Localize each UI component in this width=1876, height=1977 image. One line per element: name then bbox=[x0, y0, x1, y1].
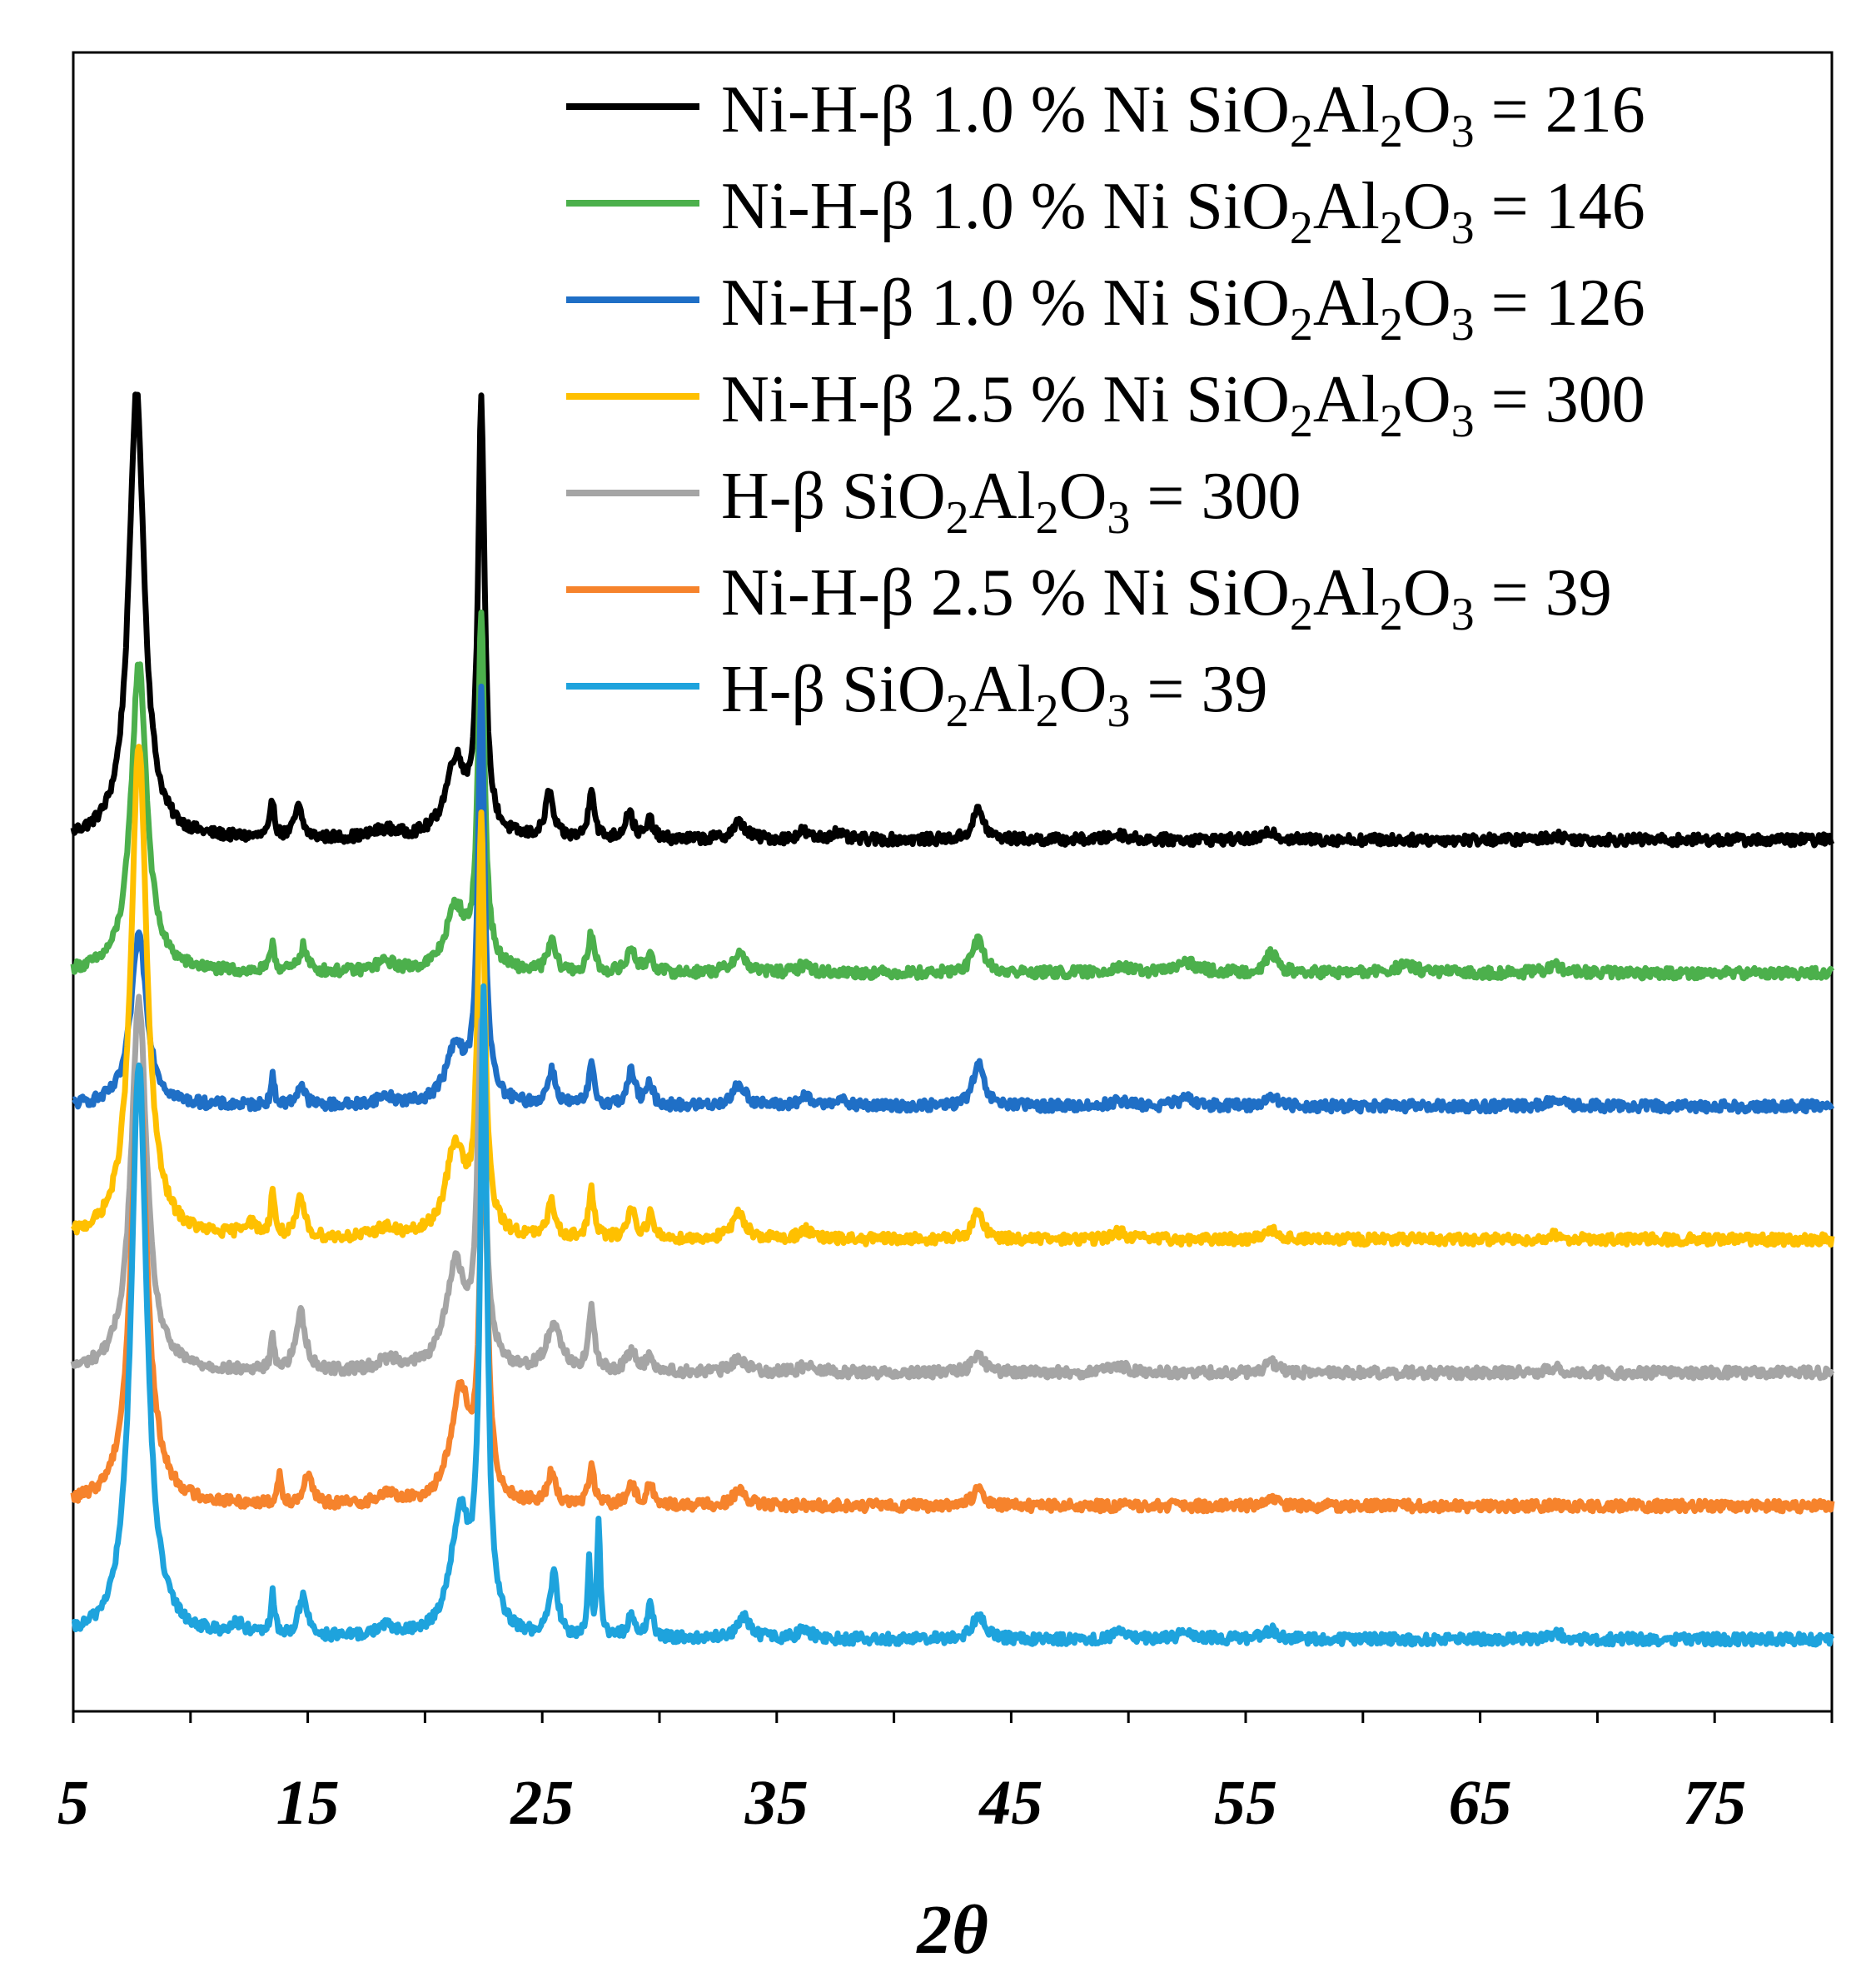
x-tick-label: 35 bbox=[744, 1768, 809, 1838]
series-line-4 bbox=[70, 744, 1835, 1248]
legend-label-2: Ni-H-β 1.0 % Ni SiO2Al2O3 = 146 bbox=[721, 170, 1645, 254]
legend: Ni-H-β 1.0 % Ni SiO2Al2O3 = 216 Ni-H-β 1.… bbox=[566, 73, 1645, 737]
x-tick-label: 25 bbox=[510, 1768, 574, 1838]
legend-label-3: Ni-H-β 1.0 % Ni SiO2Al2O3 = 126 bbox=[721, 266, 1645, 351]
x-tick-label: 5 bbox=[57, 1768, 89, 1838]
series-line-3 bbox=[71, 683, 1835, 1115]
x-axis: 5 15 25 35 45 55 65 75 bbox=[57, 1711, 1834, 1838]
x-tick-label: 65 bbox=[1449, 1768, 1512, 1838]
series-line-6 bbox=[70, 1063, 1835, 1515]
x-axis-title: 2θ bbox=[915, 1891, 988, 1969]
legend-label-5: H-β SiO2Al2O3 = 300 bbox=[721, 460, 1301, 544]
legend-label-1: Ni-H-β 1.0 % Ni SiO2Al2O3 = 216 bbox=[721, 73, 1645, 157]
series-line-1 bbox=[70, 391, 1835, 849]
series-line-7 bbox=[71, 983, 1835, 1648]
x-tick-label: 45 bbox=[978, 1768, 1042, 1838]
legend-label-7: H-β SiO2Al2O3 = 39 bbox=[721, 653, 1268, 737]
legend-label-4: Ni-H-β 2.5 % Ni SiO2Al2O3 = 300 bbox=[721, 363, 1645, 447]
x-tick-label: 15 bbox=[276, 1768, 340, 1838]
x-tick-label: 75 bbox=[1683, 1768, 1746, 1838]
x-tick-label: 55 bbox=[1214, 1768, 1277, 1838]
series-layer bbox=[70, 391, 1835, 1648]
series-line-2 bbox=[70, 609, 1835, 982]
series-line-5 bbox=[70, 993, 1835, 1382]
plot-frame bbox=[72, 51, 1834, 1713]
legend-label-6: Ni-H-β 2.5 % Ni SiO2Al2O3 = 39 bbox=[721, 556, 1612, 640]
